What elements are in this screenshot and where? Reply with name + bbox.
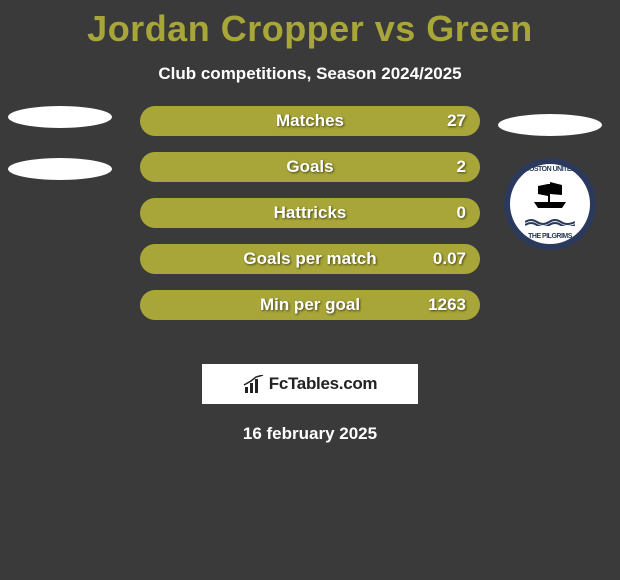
- placeholder-ellipse: [8, 106, 112, 128]
- subtitle: Club competitions, Season 2024/2025: [0, 64, 620, 84]
- placeholder-ellipse: [8, 158, 112, 180]
- right-player-area: BOSTON UNITED THE PILGRIMS: [498, 114, 610, 250]
- date-text: 16 february 2025: [0, 424, 620, 444]
- stat-value: 0.07: [433, 249, 466, 269]
- brand-box: FcTables.com: [202, 364, 418, 404]
- stat-value: 2: [457, 157, 466, 177]
- stat-label: Hattricks: [140, 203, 480, 223]
- chart-icon: [243, 375, 265, 393]
- stat-label: Goals per match: [140, 249, 480, 269]
- stat-row-goals-per-match: Goals per match 0.07: [140, 244, 480, 274]
- stat-rows: Matches 27 Goals 2 Hattricks 0 Goals per…: [140, 106, 480, 336]
- stat-row-goals: Goals 2: [140, 152, 480, 182]
- stat-row-hattricks: Hattricks 0: [140, 198, 480, 228]
- stat-row-matches: Matches 27: [140, 106, 480, 136]
- page-title: Jordan Cropper vs Green: [0, 0, 620, 50]
- stat-value: 27: [447, 111, 466, 131]
- badge-bottom-text: THE PILGRIMS: [510, 233, 590, 240]
- waves-icon: [525, 218, 575, 226]
- stat-label: Matches: [140, 111, 480, 131]
- club-badge: BOSTON UNITED THE PILGRIMS: [504, 158, 596, 250]
- placeholder-ellipse: [498, 114, 602, 136]
- left-player-placeholder: [8, 106, 120, 210]
- ship-icon: [530, 178, 570, 208]
- badge-top-text: BOSTON UNITED: [510, 166, 590, 173]
- brand-text: FcTables.com: [269, 374, 378, 394]
- stats-area: BOSTON UNITED THE PILGRIMS Matches 27: [0, 106, 620, 356]
- stat-value: 1263: [428, 295, 466, 315]
- stat-row-min-per-goal: Min per goal 1263: [140, 290, 480, 320]
- stat-value: 0: [457, 203, 466, 223]
- stat-label: Goals: [140, 157, 480, 177]
